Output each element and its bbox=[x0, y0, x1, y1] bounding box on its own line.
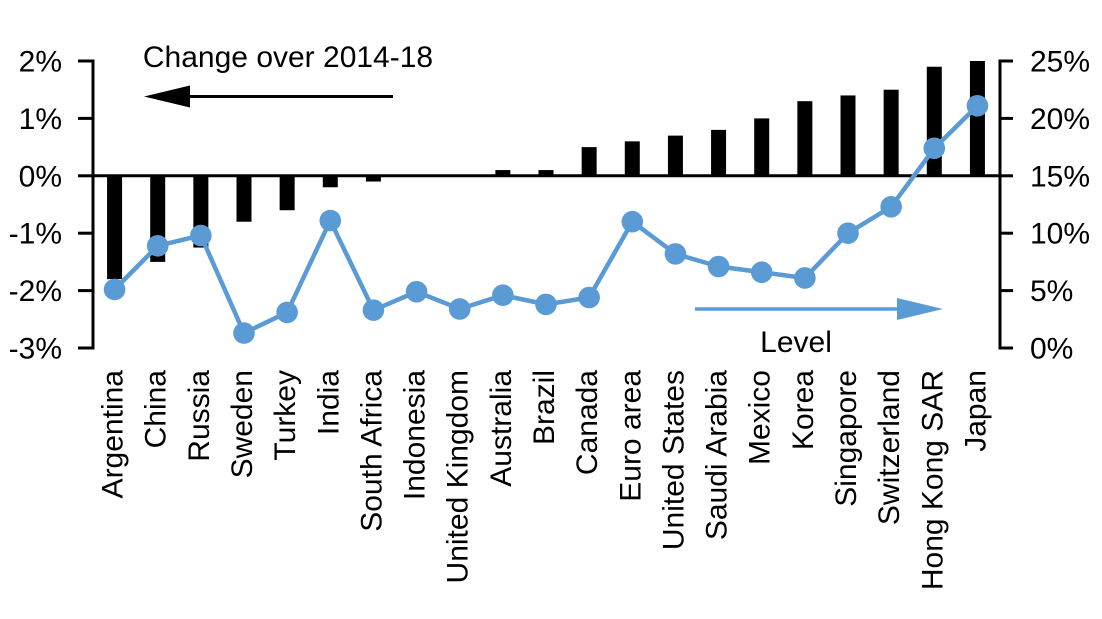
category-label-united-kingdom: United Kingdom bbox=[442, 370, 475, 583]
bar-hong-kong-sar bbox=[926, 66, 942, 176]
right-axis-tick-label: 10% bbox=[1030, 218, 1090, 251]
right-axis-tick-label: 15% bbox=[1030, 160, 1090, 193]
marker-saudi-arabia bbox=[707, 255, 730, 278]
category-label-australia: Australia bbox=[485, 370, 518, 487]
bar-sweden bbox=[236, 175, 252, 222]
marker-hong-kong-sar bbox=[923, 137, 946, 160]
category-label-switzerland: Switzerland bbox=[873, 370, 906, 525]
category-label-indonesia: Indonesia bbox=[399, 370, 432, 500]
left-axis-tick-label: -3% bbox=[9, 333, 62, 366]
left-axis-tick-label: -1% bbox=[9, 218, 62, 251]
change-arrow-left-icon bbox=[144, 85, 393, 108]
bar-saudi-arabia bbox=[711, 129, 727, 176]
marker-indonesia bbox=[405, 280, 428, 303]
category-label-argentina: Argentina bbox=[97, 370, 130, 499]
category-label-saudi-arabia: Saudi Arabia bbox=[701, 370, 734, 540]
category-label-mexico: Mexico bbox=[744, 370, 777, 465]
bar-india bbox=[322, 175, 338, 188]
bar-argentina bbox=[107, 175, 123, 280]
category-label-brazil: Brazil bbox=[528, 370, 561, 445]
right-axis-tick-label: 25% bbox=[1030, 46, 1090, 79]
bar-united-states bbox=[667, 135, 683, 176]
category-label-hong-kong-sar: Hong Kong SAR bbox=[916, 370, 949, 590]
category-label-south-africa: South Africa bbox=[355, 370, 388, 532]
marker-canada bbox=[578, 286, 600, 309]
bar-turkey bbox=[279, 175, 295, 211]
right-axis-tick-label: 20% bbox=[1030, 103, 1090, 136]
marker-japan bbox=[966, 94, 989, 117]
bar-euro-area bbox=[624, 141, 640, 176]
bar-canada bbox=[581, 147, 597, 176]
marker-euro-area bbox=[621, 210, 644, 233]
left-axis-tick-label: 2% bbox=[19, 46, 62, 79]
category-label-sweden: Sweden bbox=[226, 370, 259, 478]
bar-mexico bbox=[754, 118, 770, 176]
marker-turkey bbox=[276, 301, 298, 324]
chart-title: Change over 2014-18 bbox=[143, 41, 433, 74]
marker-singapore bbox=[837, 222, 859, 244]
bar-switzerland bbox=[883, 89, 899, 176]
marker-united-states bbox=[664, 243, 687, 265]
left-axis-tick-label: 1% bbox=[19, 103, 62, 136]
category-label-india: India bbox=[312, 370, 345, 435]
category-label-canada: Canada bbox=[571, 370, 604, 475]
level-label: Level bbox=[760, 326, 832, 359]
marker-sweden bbox=[233, 322, 255, 344]
marker-united-kingdom bbox=[448, 298, 471, 320]
marker-china bbox=[146, 235, 169, 257]
right-axis-tick-label: 5% bbox=[1030, 275, 1073, 308]
right-axis-tick-label: 0% bbox=[1030, 333, 1073, 366]
left-axis-tick-label: -2% bbox=[9, 275, 62, 308]
marker-brazil bbox=[535, 293, 557, 316]
marker-south-africa bbox=[362, 299, 385, 321]
plot-area: 2% 1% 0% -1% -2% -3% 25% 20% 15% 10% 5% 0% Argentina… bbox=[9, 46, 1090, 591]
marker-australia bbox=[492, 284, 514, 306]
marker-switzerland bbox=[880, 195, 902, 218]
bar-korea bbox=[797, 101, 813, 176]
bar-south-africa bbox=[365, 175, 381, 182]
category-label-singapore: Singapore bbox=[830, 370, 863, 507]
category-label-turkey: Turkey bbox=[269, 370, 302, 461]
category-label-japan: Japan bbox=[959, 370, 992, 452]
category-label-euro-area: Euro area bbox=[614, 370, 647, 502]
level-arrow-right-icon bbox=[695, 298, 943, 320]
marker-korea bbox=[794, 267, 816, 289]
bar-brazil bbox=[538, 170, 554, 176]
bar-australia bbox=[495, 170, 511, 176]
category-label-russia: Russia bbox=[183, 370, 216, 462]
marker-mexico bbox=[750, 261, 773, 284]
category-label-united-states: United States bbox=[657, 370, 690, 550]
left-axis-tick-label: 0% bbox=[19, 160, 62, 193]
marker-india bbox=[319, 209, 342, 232]
bar-singapore bbox=[840, 95, 856, 176]
category-label-korea: Korea bbox=[787, 370, 820, 450]
bar-japan bbox=[969, 61, 985, 176]
category-label-china: China bbox=[140, 370, 173, 449]
marker-russia bbox=[190, 224, 212, 247]
marker-argentina bbox=[103, 278, 126, 301]
